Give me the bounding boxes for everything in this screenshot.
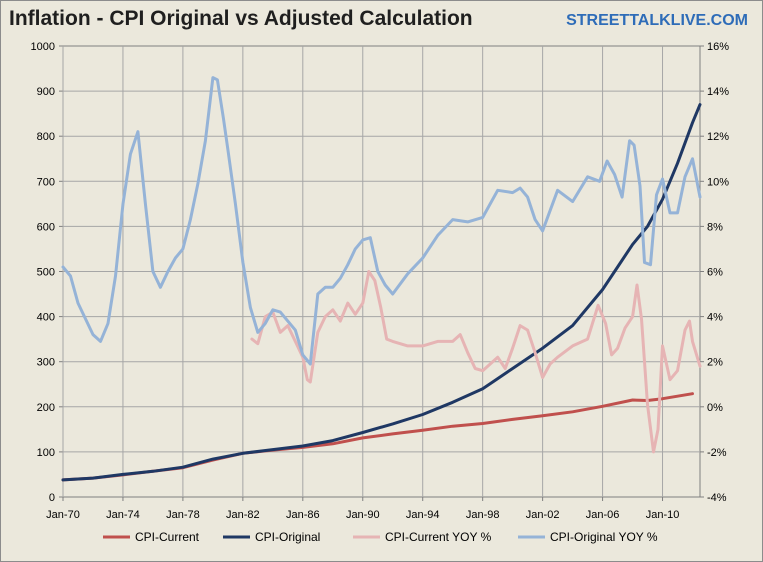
y-left-tick-label: 600 (37, 221, 55, 233)
legend-label: CPI-Current YOY % (385, 530, 492, 544)
legend-label: CPI-Original YOY % (550, 530, 658, 544)
y-left-tick-label: 100 (37, 447, 55, 459)
y-left-tick-label: 800 (37, 131, 55, 143)
x-tick-label: Jan-94 (406, 509, 440, 521)
x-tick-label: Jan-06 (586, 509, 620, 521)
x-tick-label: Jan-74 (106, 509, 140, 521)
brand-watermark: STREETTALKLIVE.COM (566, 12, 748, 29)
y-right-tick-label: 14% (707, 86, 729, 98)
chart-title: Inflation - CPI Original vs Adjusted Cal… (9, 7, 473, 30)
x-tick-label: Jan-10 (646, 509, 680, 521)
y-left-tick-label: 400 (37, 312, 55, 324)
y-left-tick-label: 300 (37, 357, 55, 369)
x-tick-label: Jan-86 (286, 509, 320, 521)
y-right-tick-label: 16% (707, 41, 729, 53)
y-right-tick-label: 8% (707, 221, 723, 233)
y-right-tick-label: 12% (707, 131, 729, 143)
y-left-tick-label: 500 (37, 267, 55, 279)
y-right-tick-label: -4% (707, 492, 727, 504)
x-tick-label: Jan-98 (466, 509, 500, 521)
y-right-tick-label: -2% (707, 447, 727, 459)
y-left-tick-label: 0 (49, 492, 55, 504)
y-right-tick-label: 0% (707, 402, 723, 414)
legend-label: CPI-Original (255, 530, 320, 544)
y-right-tick-label: 10% (707, 176, 729, 188)
x-tick-label: Jan-70 (46, 509, 80, 521)
y-right-tick-label: 6% (707, 267, 723, 279)
y-left-tick-label: 700 (37, 176, 55, 188)
y-right-tick-label: 2% (707, 357, 723, 369)
y-left-tick-label: 1000 (31, 41, 55, 53)
cpi-original-yoy-line (61, 76, 702, 366)
legend-label: CPI-Current (135, 530, 200, 544)
x-tick-label: Jan-90 (346, 509, 380, 521)
axis-labels: 0 100 200 300 400 500 600 700 800 900 1000 -4% -2% 0%… (31, 41, 730, 521)
cpi-original-line (61, 103, 702, 482)
x-tick-label: Jan-02 (526, 509, 560, 521)
y-left-tick-label: 200 (37, 402, 55, 414)
legend: CPI-Current CPI-Original CPI-Current YOY %… (103, 530, 658, 544)
y-right-tick-label: 4% (707, 312, 723, 324)
x-tick-label: Jan-78 (166, 509, 200, 521)
series-layer (61, 76, 702, 482)
x-tick-label: Jan-82 (226, 509, 260, 521)
cpi-current-yoy-line (250, 270, 702, 454)
y-left-tick-label: 900 (37, 86, 55, 98)
gridlines (59, 45, 704, 501)
